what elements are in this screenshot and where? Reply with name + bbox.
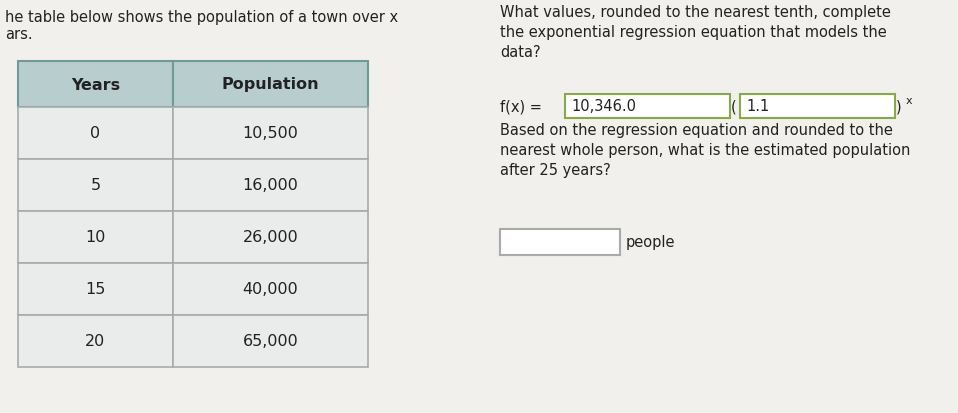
Text: people: people [626,235,675,250]
Text: 1.1: 1.1 [746,99,769,114]
Bar [18,108,173,159]
Bar [18,62,173,108]
Bar [500,230,620,255]
Text: 0: 0 [90,126,101,141]
Bar [18,211,173,263]
Text: Years: Years [71,77,120,92]
Text: 10: 10 [85,230,105,245]
Bar [173,108,368,159]
Text: he table below shows the population of a town over x
ars.: he table below shows the population of a… [5,10,399,42]
Text: Population: Population [221,77,319,92]
Text: 5: 5 [90,178,101,193]
Bar [173,263,368,315]
Text: Based on the regression equation and rounded to the
nearest whole person, what i: Based on the regression equation and rou… [500,123,910,177]
Text: What values, rounded to the nearest tenth, complete
the exponential regression e: What values, rounded to the nearest tent… [500,5,891,59]
Text: 40,000: 40,000 [242,282,298,297]
Bar [173,211,368,263]
Bar [173,315,368,367]
Bar [740,95,895,119]
Text: x: x [906,96,913,106]
Bar [173,62,368,108]
Bar [173,159,368,211]
Text: (: ( [731,99,737,114]
Text: 15: 15 [85,282,105,297]
Text: 20: 20 [85,334,105,349]
Text: 10,346.0: 10,346.0 [571,99,636,114]
Bar [565,95,730,119]
Text: 26,000: 26,000 [242,230,298,245]
Bar [18,263,173,315]
Bar [18,159,173,211]
Text: 16,000: 16,000 [242,178,299,193]
Bar [18,315,173,367]
Text: f(x) =: f(x) = [500,99,546,114]
Text: 65,000: 65,000 [242,334,298,349]
Text: 10,500: 10,500 [242,126,299,141]
Text: ): ) [896,99,901,114]
